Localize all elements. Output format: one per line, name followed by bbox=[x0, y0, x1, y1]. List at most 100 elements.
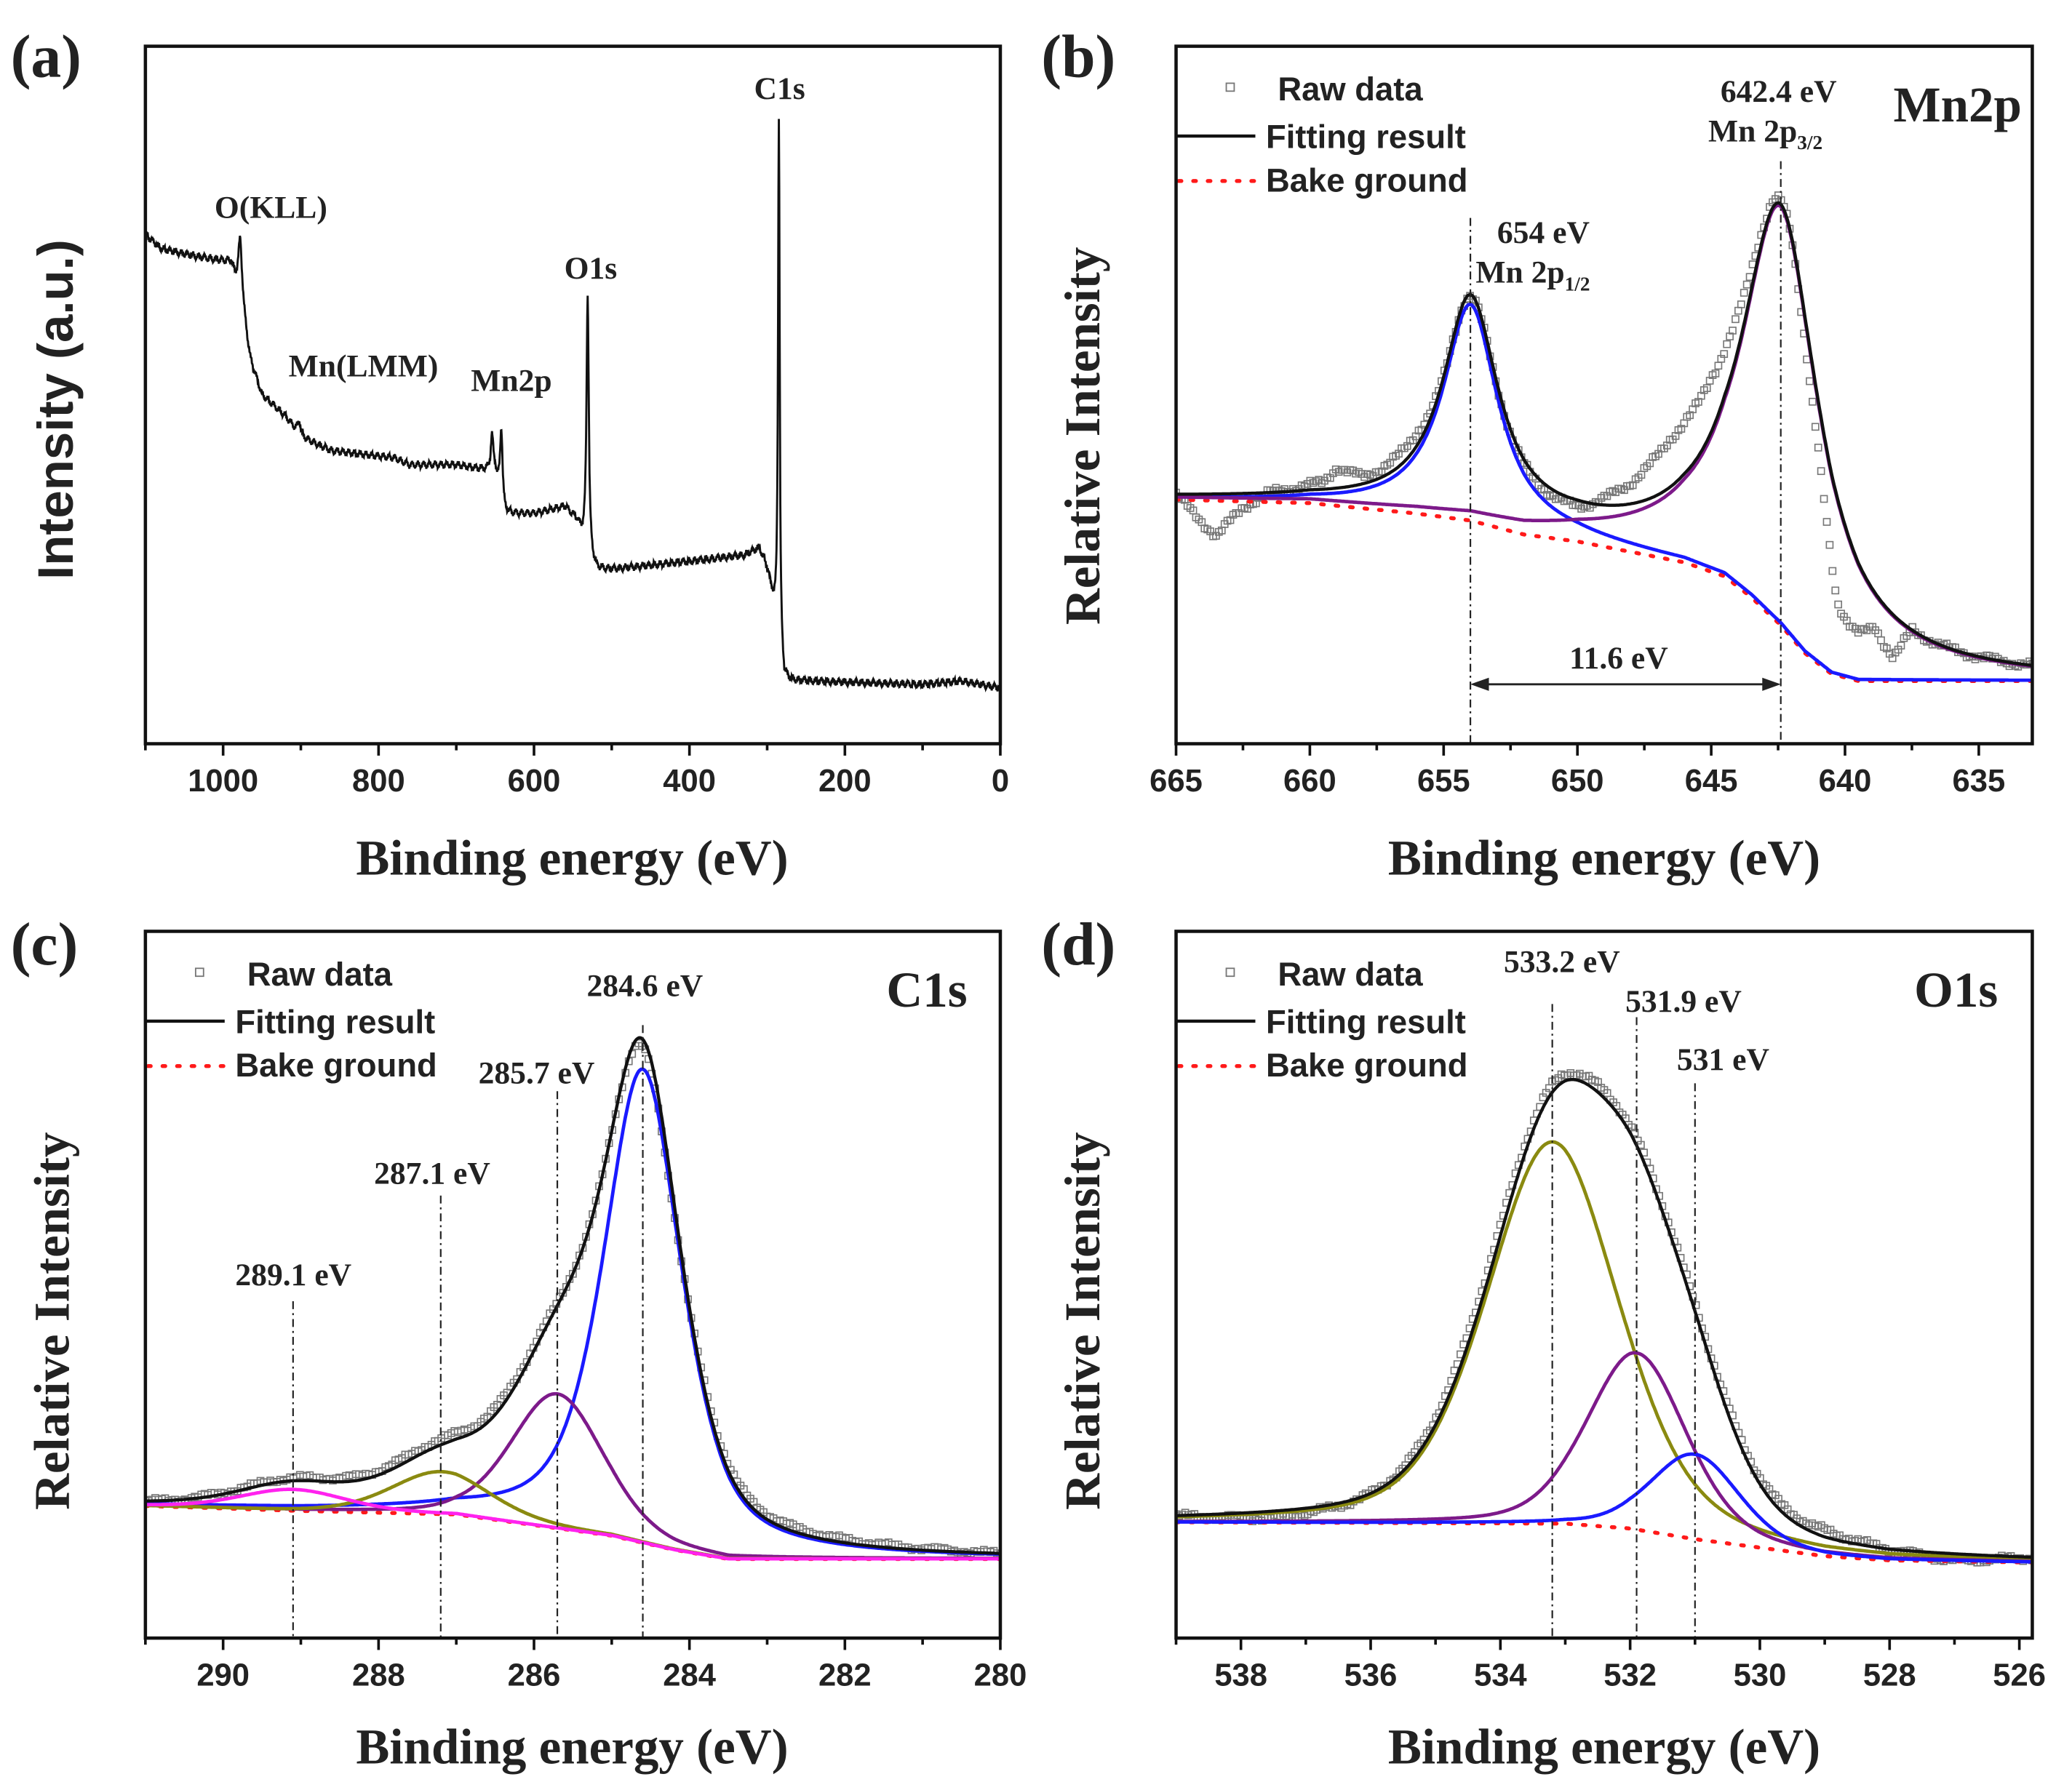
x-tick-label: 526 bbox=[1993, 1658, 2046, 1693]
raw-data-point bbox=[1737, 300, 1745, 308]
x-tick-label: 655 bbox=[1417, 764, 1470, 799]
y-axis-title-b: Relative Intensity bbox=[1055, 247, 1110, 625]
legend-label: Fitting result bbox=[1266, 118, 1466, 155]
y-axis-title-c: Relative Intensity bbox=[25, 1132, 80, 1510]
legend-label: Bake ground bbox=[235, 1047, 437, 1084]
splitting-label: 11.6 eV bbox=[1569, 641, 1668, 676]
x-tick-label: 0 bbox=[992, 764, 1009, 799]
legend-label: Raw data bbox=[1278, 71, 1423, 108]
legend-label: Raw data bbox=[247, 956, 393, 993]
survey-spectrum-line bbox=[145, 119, 1000, 693]
annotation-mn-lmm: Mn(LMM) bbox=[289, 349, 439, 384]
panel-label-c: (c) bbox=[11, 911, 79, 978]
peak-label-654: 654 eV bbox=[1497, 215, 1590, 250]
component-peak-1 bbox=[1176, 1351, 2033, 1563]
raw-data-point bbox=[1732, 315, 1740, 324]
background-line bbox=[145, 1503, 1000, 1562]
component-peak-1 bbox=[1176, 204, 2033, 668]
x-tick-label: 640 bbox=[1819, 764, 1872, 799]
plot-area-b bbox=[1176, 191, 2033, 683]
legend-raw-symbol bbox=[1225, 82, 1235, 92]
panel-c: Raw data Fitting result Bake ground 290 288 2… bbox=[143, 930, 1027, 1693]
peak-label-287: 287.1 eV bbox=[374, 1156, 490, 1191]
plot-frame bbox=[1174, 930, 2034, 1640]
x-axis-title-a: Binding energy (eV) bbox=[356, 830, 788, 885]
raw-data-point bbox=[1834, 600, 1843, 609]
x-tick-label: 800 bbox=[352, 764, 405, 799]
panel-b: Raw data Fitting result Bake ground 665 660 6… bbox=[1149, 44, 2034, 799]
peak-label-642: 642.4 eV bbox=[1721, 74, 1837, 109]
x-tick-label: 1000 bbox=[188, 764, 258, 799]
x-tick-label: 280 bbox=[974, 1658, 1027, 1693]
raw-data-point bbox=[1814, 443, 1822, 452]
x-tick-label: 536 bbox=[1344, 1658, 1398, 1693]
x-tick-label: 528 bbox=[1863, 1658, 1916, 1693]
x-tick-label: 538 bbox=[1214, 1658, 1267, 1693]
plot-frame bbox=[143, 930, 1003, 1640]
x-tick-label: 286 bbox=[508, 1658, 561, 1693]
raw-data-point bbox=[1729, 327, 1737, 335]
peak-label-531-9: 531.9 eV bbox=[1625, 984, 1742, 1019]
arrowhead-right bbox=[1762, 677, 1781, 691]
raw-data-point bbox=[1742, 280, 1751, 289]
plot-frame bbox=[1174, 44, 2034, 746]
panel-label-b: (b) bbox=[1041, 23, 1115, 90]
y-axis-title-a: Intensity (a.u.) bbox=[28, 239, 84, 580]
raw-data-point bbox=[1877, 636, 1885, 644]
raw-data-point bbox=[1740, 289, 1748, 297]
panel-title-d: O1s bbox=[1914, 962, 1998, 1018]
panel-title-c: C1s bbox=[886, 962, 967, 1018]
annotation-mn2p: Mn2p bbox=[471, 364, 551, 399]
x-tick-label: 635 bbox=[1953, 764, 2006, 799]
raw-data-point bbox=[1825, 540, 1834, 549]
raw-data-point bbox=[1176, 488, 1180, 497]
raw-data-point bbox=[1820, 495, 1828, 503]
fitting-result-line bbox=[1176, 1078, 2033, 1559]
legend-label: Raw data bbox=[1278, 956, 1423, 993]
peak-label-289: 289.1 eV bbox=[235, 1258, 351, 1292]
peak-sublabel-642: Mn 2p3/2 bbox=[1708, 113, 1822, 153]
x-tick-label: 530 bbox=[1734, 1658, 1787, 1693]
x-tick-label: 650 bbox=[1551, 764, 1604, 799]
component-peak-2 bbox=[1176, 1452, 2033, 1564]
x-tick-label: 665 bbox=[1149, 764, 1203, 799]
peak-label-531: 531 eV bbox=[1677, 1042, 1769, 1077]
raw-data-point bbox=[1714, 361, 1723, 370]
legend-raw-symbol bbox=[1225, 967, 1235, 978]
raw-data-point bbox=[1897, 642, 1905, 650]
raw-data-point bbox=[1811, 423, 1820, 431]
legend-label: Bake ground bbox=[1266, 1047, 1467, 1084]
plot-area-d bbox=[1176, 1068, 2033, 1567]
raw-data-point bbox=[1702, 384, 1711, 393]
raw-data-point bbox=[1831, 586, 1840, 595]
raw-data-point bbox=[1806, 377, 1814, 385]
component-peak-3 bbox=[145, 1487, 1000, 1561]
plot-area-a bbox=[145, 119, 1000, 693]
annotation-o1s: O1s bbox=[565, 251, 618, 286]
panel-label-d: (d) bbox=[1041, 911, 1115, 978]
raw-data-point bbox=[1828, 567, 1837, 575]
raw-data-point bbox=[1817, 467, 1825, 476]
panel-title-b: Mn2p bbox=[1894, 77, 2022, 132]
legend-label: Fitting result bbox=[1266, 1003, 1466, 1040]
y-axis-title-d: Relative Intensity bbox=[1055, 1132, 1110, 1510]
peak-sublabel-654: Mn 2p1/2 bbox=[1475, 255, 1590, 295]
peak-label-284-6: 284.6 eV bbox=[587, 968, 704, 1003]
raw-data-point bbox=[1734, 306, 1742, 315]
x-tick-label: 400 bbox=[663, 764, 716, 799]
component-peak-1 bbox=[145, 1391, 1000, 1560]
raw-data-point bbox=[1711, 369, 1720, 377]
component-peak-0 bbox=[1176, 1140, 2033, 1561]
x-tick-label: 645 bbox=[1685, 764, 1738, 799]
panel-a: 1000 800 600 400 200 0 bbox=[143, 44, 1009, 799]
legend-label: Bake ground bbox=[1266, 161, 1467, 199]
arrowhead-left bbox=[1470, 677, 1489, 691]
x-axis-title-d: Binding energy (eV) bbox=[1388, 1719, 1820, 1775]
x-tick-label: 532 bbox=[1603, 1658, 1657, 1693]
x-axis-title-b: Binding energy (eV) bbox=[1388, 830, 1820, 885]
raw-data-point bbox=[1723, 340, 1732, 348]
peak-label-533: 533.2 eV bbox=[1504, 945, 1620, 980]
x-tick-label: 660 bbox=[1283, 764, 1336, 799]
x-axis-title-c: Binding energy (eV) bbox=[356, 1719, 788, 1775]
